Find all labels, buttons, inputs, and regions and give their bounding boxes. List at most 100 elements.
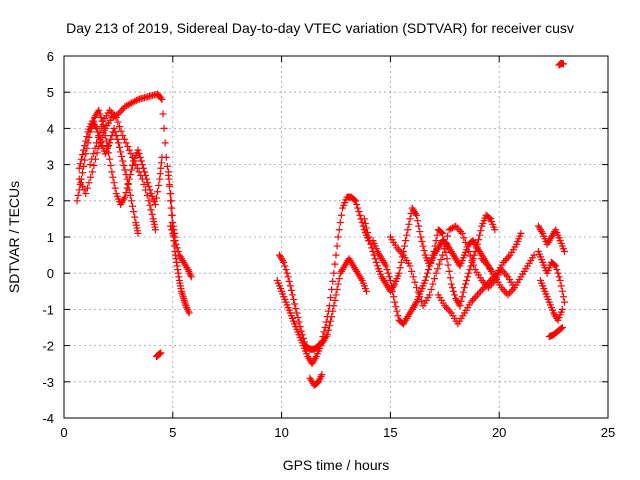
data-point — [447, 280, 455, 288]
data-point — [108, 168, 116, 176]
data-point — [290, 295, 298, 303]
data-point — [96, 110, 104, 118]
data-point — [402, 237, 410, 245]
data-point — [501, 287, 509, 295]
data-point — [117, 148, 125, 156]
data-point — [80, 186, 88, 194]
data-point — [394, 312, 402, 320]
data-point — [115, 123, 123, 131]
data-point — [165, 175, 173, 183]
data-point — [127, 150, 135, 158]
data-point — [135, 150, 143, 158]
data-point — [118, 106, 126, 114]
data-point — [118, 152, 126, 160]
data-point — [83, 133, 91, 141]
data-point — [470, 295, 478, 303]
data-point — [148, 210, 156, 218]
data-point — [560, 247, 568, 255]
data-point — [352, 197, 360, 205]
data-point — [456, 302, 464, 310]
data-point — [82, 137, 90, 145]
data-point — [439, 229, 447, 237]
data-point — [477, 227, 485, 235]
data-point — [126, 191, 134, 199]
data-point — [331, 260, 339, 268]
data-point — [418, 238, 426, 246]
data-point — [413, 211, 421, 219]
data-point — [423, 269, 431, 277]
data-point — [328, 285, 336, 293]
data-point — [168, 226, 176, 234]
data-point — [558, 305, 566, 313]
data-point — [435, 260, 443, 268]
data-point — [322, 318, 330, 326]
data-point — [100, 129, 108, 137]
data-point — [130, 157, 138, 165]
data-point — [403, 231, 411, 239]
data-point — [123, 175, 131, 183]
x-axis-label: GPS time / hours — [283, 457, 390, 473]
data-point — [152, 194, 160, 202]
data-point — [387, 282, 395, 290]
data-point — [323, 313, 331, 321]
data-point — [110, 124, 118, 132]
data-point — [132, 161, 140, 169]
data-point — [362, 287, 370, 295]
data-point — [280, 258, 288, 266]
data-point — [444, 232, 452, 240]
data-point — [504, 253, 512, 261]
data-point — [335, 275, 343, 283]
data-point — [473, 291, 481, 299]
data-point — [334, 233, 342, 241]
data-point — [395, 269, 403, 277]
data-point — [559, 60, 567, 68]
y-tick-label: 5 — [47, 85, 54, 100]
data-point — [530, 251, 538, 259]
data-point — [450, 223, 458, 231]
data-point — [332, 291, 340, 299]
chart-title: Day 213 of 2019, Sidereal Day-to-day VTE… — [66, 20, 574, 36]
data-point — [509, 285, 517, 293]
data-point — [185, 309, 193, 317]
data-point — [129, 162, 137, 170]
data-point — [460, 234, 468, 242]
data-point — [167, 197, 175, 205]
series-track-h — [275, 251, 370, 353]
data-point — [444, 305, 452, 313]
series-track-r — [537, 276, 566, 324]
data-point — [164, 168, 172, 176]
data-point — [450, 287, 458, 295]
data-point — [287, 286, 295, 294]
data-point — [335, 226, 343, 234]
series-track-d — [86, 106, 159, 234]
data-point — [358, 219, 366, 227]
data-point — [284, 273, 292, 281]
data-point — [127, 197, 135, 205]
data-point — [151, 200, 159, 208]
data-point — [390, 293, 398, 301]
data-point — [445, 267, 453, 275]
data-point — [444, 261, 452, 269]
data-point — [417, 233, 425, 241]
data-point — [145, 182, 153, 190]
data-point — [365, 233, 373, 241]
data-point — [443, 255, 451, 263]
data-point — [151, 226, 159, 234]
data-point — [416, 228, 424, 236]
x-tick-label: 5 — [169, 425, 176, 440]
data-point — [139, 164, 147, 172]
data-point — [330, 269, 338, 277]
data-point — [398, 249, 406, 257]
data-point — [507, 287, 515, 295]
data-point — [414, 217, 422, 225]
data-point — [432, 237, 440, 245]
data-point — [131, 213, 139, 221]
data-point — [560, 298, 568, 306]
data-point — [121, 166, 129, 174]
data-point — [94, 133, 102, 141]
data-point — [142, 186, 150, 194]
data-point — [172, 240, 180, 248]
data-point — [124, 181, 132, 189]
data-point — [559, 293, 567, 301]
data-point — [386, 276, 394, 284]
